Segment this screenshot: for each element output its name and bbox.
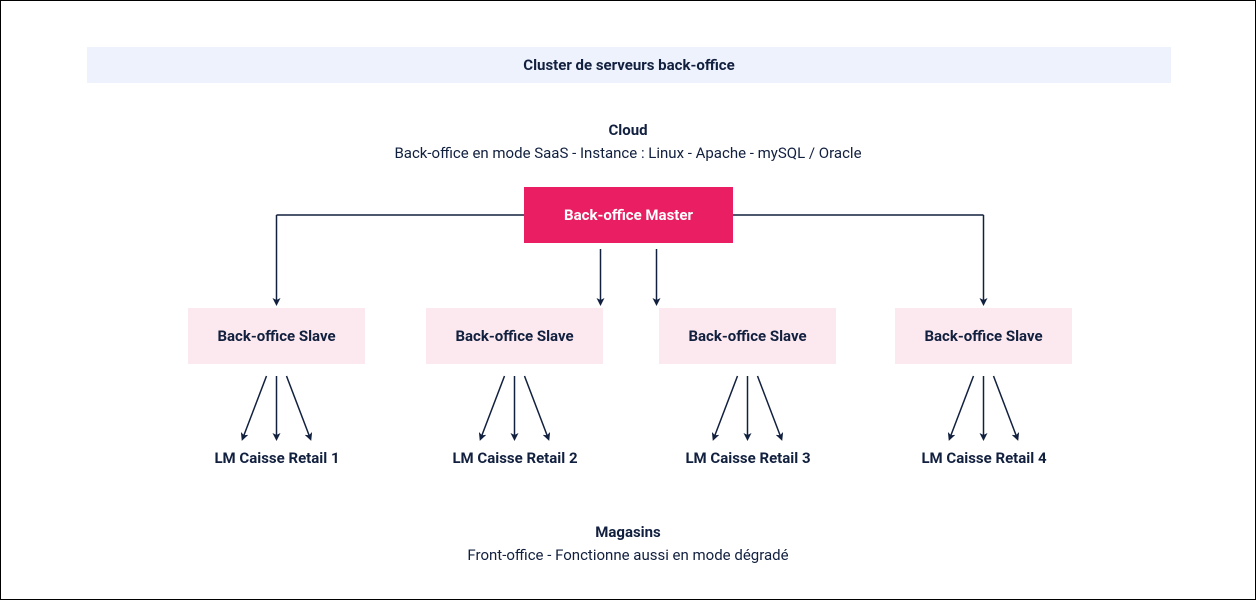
magasins-subtitle: Front-office - Fonctionne aussi en mode … [1,546,1255,564]
slave-node-2: Back-office Slave [426,308,603,364]
slave-node-4: Back-office Slave [895,308,1072,364]
master-node: Back-office Master [524,187,733,243]
caisse-label-2: LM Caisse Retail 2 [425,449,605,467]
arrows-layer [1,1,1256,601]
slave-node-1: Back-office Slave [188,308,365,364]
caisse-label-1: LM Caisse Retail 1 [187,449,367,467]
banner-title: Cluster de serveurs back-office [87,47,1171,83]
caisse-label-3: LM Caisse Retail 3 [658,449,838,467]
caisse-label-4: LM Caisse Retail 4 [894,449,1074,467]
cloud-title: Cloud [1,121,1255,139]
magasins-title: Magasins [1,523,1255,541]
slave-node-3: Back-office Slave [659,308,836,364]
cloud-subtitle: Back-office en mode SaaS - Instance : Li… [1,144,1255,162]
